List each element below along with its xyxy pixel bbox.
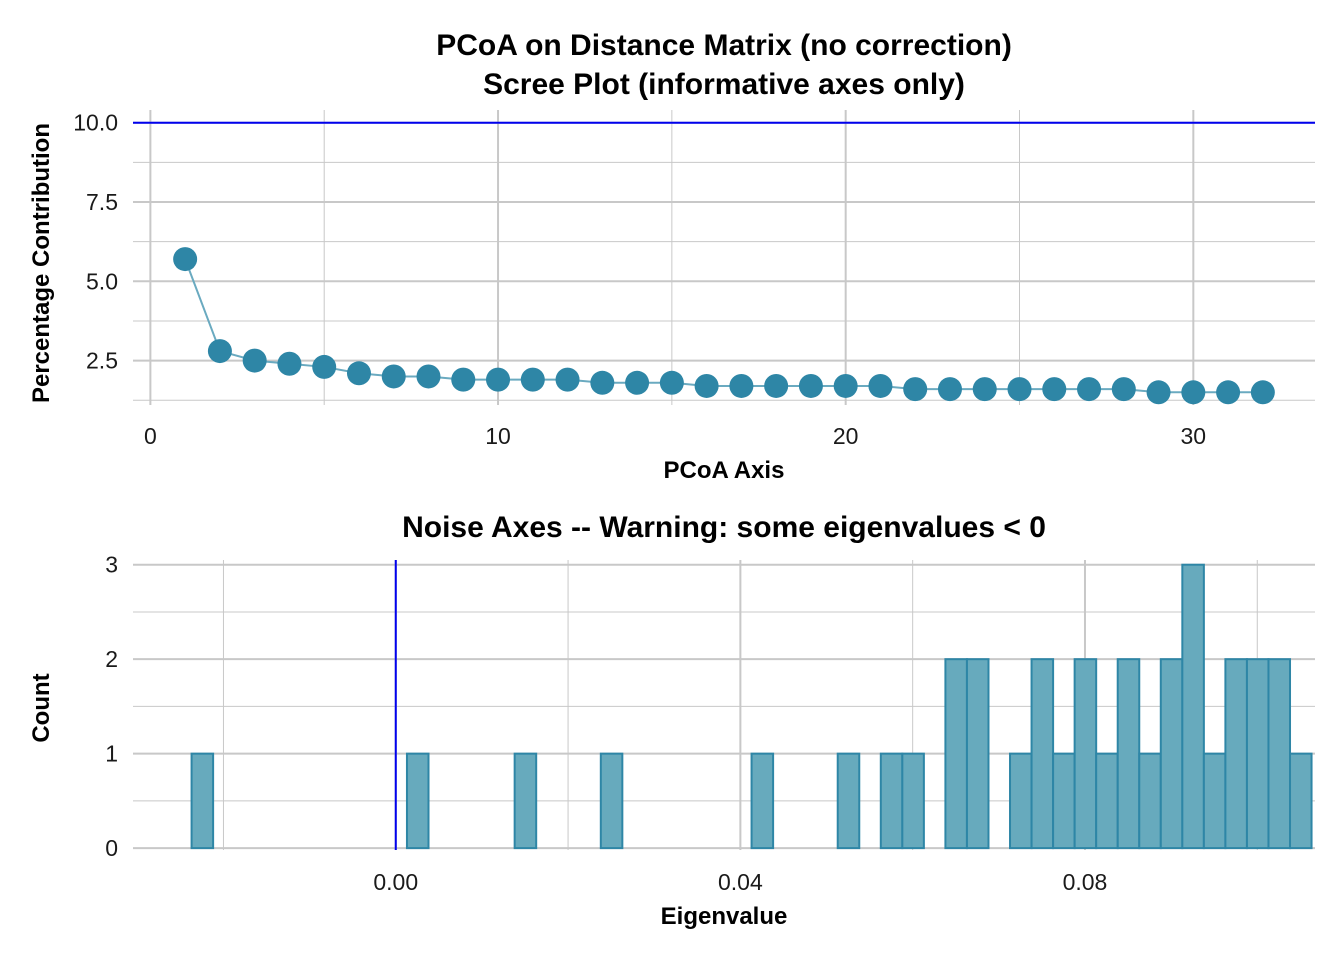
scree-point [277, 351, 302, 376]
scree-x-tick-labels: 0 10 20 30 [144, 423, 1206, 449]
scree-grid [133, 110, 1315, 405]
hist-bar [1095, 752, 1119, 850]
scree-point [1181, 380, 1206, 405]
hist-y-tick-label: 0 [105, 835, 118, 861]
hist-title: Noise Axes -- Warning: some eigenvalues … [402, 511, 1046, 544]
hist-bar [1267, 658, 1292, 850]
hist-x-axis-title: Eigenvalue [661, 903, 788, 930]
scree-point [659, 370, 684, 395]
hist-bar [750, 752, 775, 850]
scree-point [1216, 380, 1241, 405]
scree-x-tick-label: 30 [1181, 423, 1207, 449]
hist-y-axis-title: Count [28, 673, 55, 742]
scree-point [520, 367, 545, 392]
hist-bar [836, 752, 861, 850]
hist-bar [1245, 658, 1270, 850]
hist-bar [1159, 658, 1184, 850]
hist-bar [901, 752, 925, 850]
scree-points [173, 247, 1275, 405]
scree-y-tick-label: 5.0 [86, 268, 118, 294]
scree-title-line2: Scree Plot (informative axes only) [483, 68, 965, 101]
hist-y-tick-label: 3 [105, 552, 118, 578]
scree-x-tick-label: 10 [485, 423, 511, 449]
scree-point [764, 373, 789, 398]
scree-point [590, 370, 615, 395]
scree-x-tick-label: 0 [144, 423, 157, 449]
scree-point [1042, 377, 1067, 402]
scree-series-line [184, 258, 1263, 394]
scree-point [1250, 380, 1275, 405]
hist-bar [1073, 658, 1098, 850]
hist-bars [190, 563, 1313, 850]
hist-x-tick-label: 0.08 [1063, 869, 1108, 895]
scree-point [729, 373, 754, 398]
hist-x-tick-labels: 0.00 0.04 0.08 [373, 869, 1107, 895]
scree-y-tick-labels: 2.5 5.0 7.5 10.0 [73, 110, 118, 374]
hist-bar [405, 752, 430, 850]
scree-point [1111, 377, 1136, 402]
scree-point [486, 367, 511, 392]
scree-title-line1: PCoA on Distance Matrix (no correction) [436, 29, 1012, 62]
scree-point [972, 377, 997, 402]
scree-point [868, 373, 893, 398]
histogram-panel: Noise Axes -- Warning: some eigenvalues … [28, 511, 1315, 930]
scree-point [625, 370, 650, 395]
scree-point [381, 364, 406, 389]
hist-bar [513, 752, 538, 850]
scree-y-tick-label: 7.5 [86, 189, 118, 215]
scree-point [173, 247, 198, 272]
hist-bar [1224, 658, 1248, 850]
hist-bar [1289, 752, 1313, 850]
scree-point [833, 373, 858, 398]
hist-bar [1181, 563, 1205, 850]
hist-bar [1202, 752, 1227, 850]
scree-point [903, 377, 928, 402]
scree-y-axis-title: Percentage Contribution [28, 123, 55, 403]
scree-point [451, 367, 476, 392]
scree-point [694, 373, 719, 398]
scree-y-tick-label: 10.0 [73, 110, 118, 136]
scree-point [937, 377, 962, 402]
hist-bar [1030, 658, 1055, 850]
scree-point [1146, 380, 1171, 405]
hist-x-tick-label: 0.00 [373, 869, 418, 895]
scree-point [312, 354, 337, 379]
scree-x-tick-label: 20 [833, 423, 859, 449]
hist-bar [1116, 658, 1141, 850]
scree-point [346, 361, 371, 386]
hist-bar [1138, 752, 1162, 850]
hist-bar [879, 752, 904, 850]
scree-y-tick-label: 2.5 [86, 348, 118, 374]
hist-bar [1009, 752, 1033, 850]
hist-y-tick-labels: 0 1 2 3 [105, 552, 118, 861]
hist-bar [190, 752, 215, 850]
hist-y-tick-label: 1 [105, 741, 118, 767]
scree-point [242, 348, 267, 373]
scree-point [416, 364, 441, 389]
hist-y-tick-label: 2 [105, 646, 118, 672]
scree-point [1007, 377, 1032, 402]
hist-bar [599, 752, 624, 850]
hist-x-tick-label: 0.04 [718, 869, 763, 895]
scree-x-axis-title: PCoA Axis [664, 457, 785, 484]
scree-point [1077, 377, 1102, 402]
hist-bar [1052, 752, 1076, 850]
scree-panel: PCoA on Distance Matrix (no correction) … [28, 29, 1315, 484]
scree-point [207, 339, 232, 364]
hist-bar [944, 658, 968, 850]
scree-point [555, 367, 580, 392]
scree-point [798, 373, 823, 398]
hist-bar [965, 658, 990, 850]
scree-line-path [184, 258, 1263, 394]
